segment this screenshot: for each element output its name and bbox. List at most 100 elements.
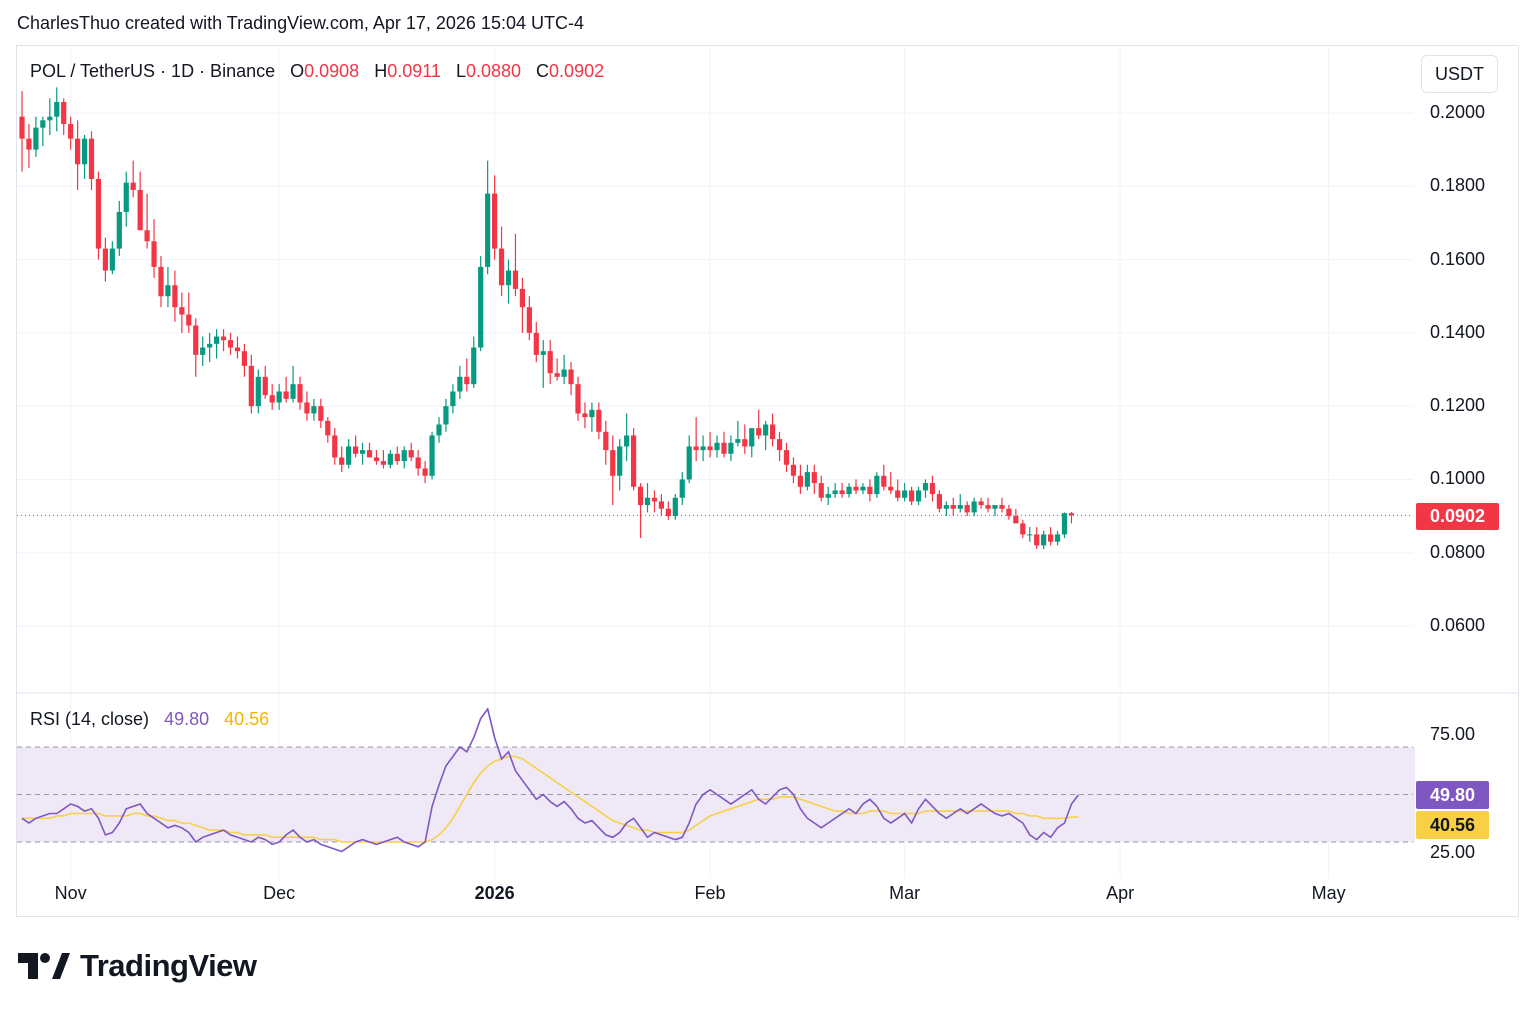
candle-body xyxy=(589,409,595,418)
candle-body xyxy=(992,505,998,509)
rsi-value-badge: 49.80 xyxy=(1416,781,1489,809)
candle-body xyxy=(512,270,519,289)
candle-body xyxy=(1006,508,1012,517)
candle-body xyxy=(19,116,25,139)
tradingview-wordmark: TradingView xyxy=(80,948,257,983)
candle-body xyxy=(915,490,922,502)
candle-body xyxy=(81,138,88,165)
candle-body xyxy=(1054,534,1061,542)
candle-body xyxy=(339,457,345,465)
candle-body xyxy=(874,475,880,495)
candle-body xyxy=(957,505,963,509)
candle-body xyxy=(75,138,81,165)
candle-body xyxy=(297,384,303,403)
candle-body xyxy=(978,501,984,506)
candle-body xyxy=(644,497,651,506)
price-tick-label: 0.1400 xyxy=(1430,321,1486,342)
close-value: 0.0902 xyxy=(549,61,605,81)
candle-body xyxy=(922,483,929,491)
candle-body xyxy=(401,450,407,462)
candle-body xyxy=(220,336,227,341)
candle-body xyxy=(179,307,185,315)
candle-body xyxy=(422,468,428,476)
candle-body xyxy=(436,424,442,436)
candle-body xyxy=(929,483,936,495)
candle-body xyxy=(776,439,783,451)
candle-body xyxy=(749,428,755,447)
candle-body xyxy=(624,435,630,447)
candle-body xyxy=(109,248,115,271)
candle-body xyxy=(853,486,859,491)
candle-body xyxy=(227,340,234,348)
candle-body xyxy=(561,369,567,377)
candle-body xyxy=(116,211,122,249)
open-value: 0.0908 xyxy=(304,61,360,81)
candle-body xyxy=(137,189,143,231)
price-tick-label: 0.1600 xyxy=(1430,248,1486,269)
candle-body xyxy=(943,505,949,509)
candle-body xyxy=(1041,534,1047,546)
candle-body xyxy=(700,446,706,451)
time-tick-label: 2026 xyxy=(474,883,515,903)
candle-body xyxy=(797,475,803,487)
ohlc-legend: POL / TetherUS · 1D · Binance O0.0908 H0… xyxy=(30,61,604,82)
candle-body xyxy=(860,486,866,491)
candle-body xyxy=(311,406,317,414)
candle-body xyxy=(846,486,852,495)
candle-body xyxy=(457,376,463,392)
candle-body xyxy=(123,182,129,212)
candle-body xyxy=(172,285,178,308)
candle-body xyxy=(429,435,435,476)
candle-body xyxy=(603,431,609,451)
candle-body xyxy=(770,424,776,440)
candle-body xyxy=(346,446,352,465)
close-label: C xyxy=(536,61,550,81)
candle-body xyxy=(102,248,108,271)
candle-body xyxy=(262,376,268,396)
candle-body xyxy=(248,365,254,407)
candle-body xyxy=(158,266,164,297)
candle-body xyxy=(707,446,713,451)
candle-body xyxy=(790,464,797,476)
candle-body xyxy=(366,450,373,458)
candle-body xyxy=(735,439,741,443)
candle-body xyxy=(276,391,282,403)
candle-body xyxy=(693,446,699,451)
candle-body xyxy=(533,332,539,355)
candle-body xyxy=(26,138,32,150)
time-tick-label: Mar xyxy=(889,883,921,903)
candle-body xyxy=(88,138,95,179)
candle-body xyxy=(207,343,213,348)
tradingview-logo-icon xyxy=(18,953,70,979)
candle-body xyxy=(415,457,421,469)
candle-body xyxy=(881,475,887,487)
candle-body xyxy=(547,351,553,374)
symbol-label[interactable]: POL / TetherUS · 1D · Binance xyxy=(30,61,276,81)
candle-body xyxy=(332,435,338,458)
low-value: 0.0880 xyxy=(465,61,522,81)
candle-body xyxy=(1061,513,1068,535)
candle-body xyxy=(672,497,678,517)
candle-body xyxy=(742,439,748,447)
candle-body xyxy=(1068,513,1075,516)
candle-body xyxy=(631,435,637,487)
candle-body xyxy=(637,486,644,506)
candle-body xyxy=(54,102,60,117)
currency-unit-button[interactable]: USDT xyxy=(1421,55,1498,93)
candle-body xyxy=(971,501,977,513)
price-tick-label: 0.0800 xyxy=(1430,541,1486,562)
candle-body xyxy=(811,472,817,484)
candle-body xyxy=(373,457,380,462)
candle-body xyxy=(832,490,838,495)
rsi-title[interactable]: RSI (14, close) xyxy=(30,709,150,729)
rsi-lines xyxy=(21,707,1080,853)
candle-body xyxy=(40,120,46,128)
last-price-badge: 0.0902 xyxy=(1416,503,1499,530)
tradingview-logo[interactable]: TradingView xyxy=(18,948,257,984)
open-label: O xyxy=(290,61,305,81)
candle-body xyxy=(728,442,734,454)
candle-body xyxy=(471,347,477,385)
rsi-value: 49.80 xyxy=(164,709,210,729)
rsi-tick-label: 25.00 xyxy=(1430,842,1476,862)
